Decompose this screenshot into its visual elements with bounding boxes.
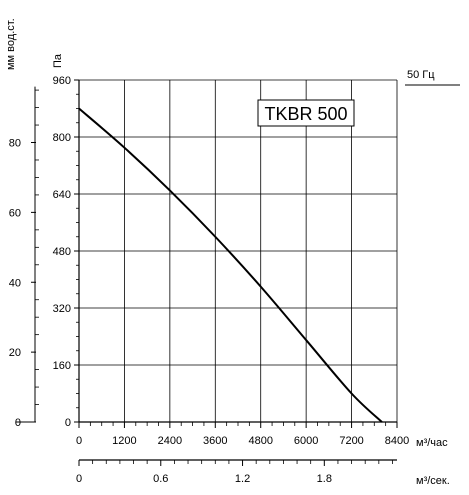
- x-tick-label: 4800: [248, 435, 272, 447]
- x-axis-title: м³/час: [416, 437, 448, 449]
- labels: мм вод.ст. Па 50 Гц TKBR 500 м³/час м³/с…: [5, 18, 450, 487]
- left-tick-label: 20: [9, 347, 21, 359]
- y-tick-label: 320: [53, 303, 71, 315]
- y-tick-label: 960: [53, 75, 71, 87]
- frequency-label: 50 Гц: [407, 69, 435, 81]
- performance-curve: [78, 107, 383, 423]
- x-tick-label: 8400: [385, 435, 409, 447]
- y-tick-label: 640: [53, 189, 71, 201]
- left-tick-label: 60: [9, 207, 21, 219]
- x-tick-label: 1200: [112, 435, 136, 447]
- title-box: [257, 99, 355, 127]
- y-tick-label: 160: [53, 360, 71, 372]
- x2-tick-label: 0: [76, 473, 82, 485]
- x2-tick-label: 0.6: [153, 473, 168, 485]
- x-tick-label: 6000: [294, 435, 318, 447]
- x2-tick-label: 1.8: [317, 473, 332, 485]
- x2-tick-label: 1.2: [235, 473, 250, 485]
- x-tick-label: 7200: [339, 435, 363, 447]
- x-tick-label: 0: [76, 435, 82, 447]
- y-tick-label: 800: [53, 132, 71, 144]
- grid: [79, 79, 398, 422]
- curve-layer: [78, 107, 383, 423]
- chart-title: TKBR 500: [264, 104, 347, 124]
- x-axis-secondary-title: м³/сек.: [416, 475, 450, 487]
- left-tick-label: 80: [9, 138, 21, 150]
- y-tick-label: 0: [65, 417, 71, 429]
- left-tick-label: 0: [15, 417, 21, 429]
- x-tick-label: 3600: [203, 435, 227, 447]
- left-axis-title: мм вод.ст.: [5, 18, 17, 70]
- x-tick-label: 2400: [158, 435, 182, 447]
- y-axis-title: Па: [52, 53, 64, 68]
- y-tick-label: 480: [53, 246, 71, 258]
- left-tick-label: 40: [9, 277, 21, 289]
